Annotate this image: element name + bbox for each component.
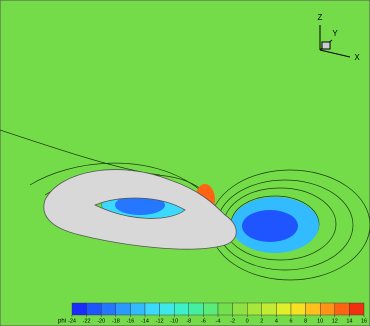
colorbar-tick-label: -14 xyxy=(141,318,149,324)
colorbar-swatch xyxy=(262,303,277,315)
colorbar-label: phi xyxy=(58,319,66,325)
colorbar-tick-label: 10 xyxy=(317,318,323,324)
axis-label: X xyxy=(354,53,360,62)
colorbar-swatch xyxy=(130,303,145,315)
colorbar-tick-label: -4 xyxy=(216,318,221,324)
colorbar-swatch xyxy=(72,303,87,315)
triad-box xyxy=(322,42,330,49)
colorbar-swatch xyxy=(233,303,248,315)
colorbar-tick-label: 6 xyxy=(289,318,292,324)
colorbar-tick-label: 12 xyxy=(332,318,338,324)
colorbar-tick-label: 4 xyxy=(275,318,278,324)
colorbar-tick-label: -6 xyxy=(201,318,206,324)
colorbar-tick-label: 14 xyxy=(346,318,352,324)
axis-label: Z xyxy=(318,13,323,22)
colorbar-tick-label: -22 xyxy=(83,318,91,324)
colorbar-tick-label: 8 xyxy=(304,318,307,324)
low-core xyxy=(242,210,298,242)
colorbar-swatch xyxy=(218,303,233,315)
colorbar-swatch xyxy=(116,303,131,315)
colorbar-swatch xyxy=(247,303,262,315)
plot-background xyxy=(0,0,370,326)
screenshot: Z Y X phi -24-22-20-18-16-14-12-10-8-6-4… xyxy=(0,0,370,326)
colorbar-swatch xyxy=(291,303,306,315)
colorbar-swatch xyxy=(320,303,335,315)
colorbar-swatch xyxy=(189,303,204,315)
colorbar-tick-label: 16 xyxy=(361,318,367,324)
colorbar-swatch xyxy=(101,303,116,315)
colorbar-tick-label: -8 xyxy=(186,318,191,324)
colorbar-swatch xyxy=(349,303,364,315)
colorbar-swatch xyxy=(335,303,350,315)
colorbar-swatch xyxy=(160,303,175,315)
colorbar-swatch xyxy=(87,303,102,315)
colorbar-tick-label: -16 xyxy=(126,318,134,324)
colorbar-tick-label: -12 xyxy=(156,318,164,324)
colorbar-swatch xyxy=(276,303,291,315)
colorbar-swatch xyxy=(306,303,321,315)
colorbar-swatch xyxy=(203,303,218,315)
colorbar-tick-label: -24 xyxy=(68,318,76,324)
axis-label: Y xyxy=(332,29,338,38)
colorbar-swatch xyxy=(174,303,189,315)
colorbar-swatch xyxy=(145,303,160,315)
colorbar-tick-label: -2 xyxy=(230,318,235,324)
colorbar-tick-label: -18 xyxy=(112,318,120,324)
colorbar-tick-label: -20 xyxy=(97,318,105,324)
colorbar-tick-label: 0 xyxy=(246,318,249,324)
colorbar-tick-label: -10 xyxy=(170,318,178,324)
colorbar-tick-label: 2 xyxy=(260,318,263,324)
